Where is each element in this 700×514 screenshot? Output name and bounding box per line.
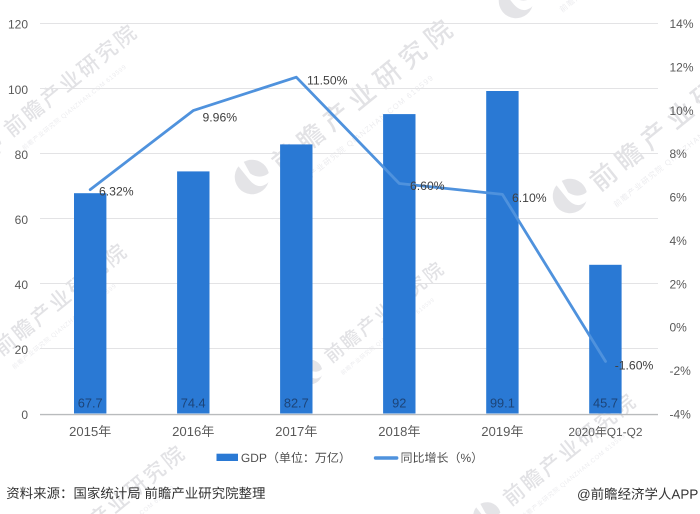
svg-text:12%: 12% [670, 60, 694, 74]
svg-text:6.60%: 6.60% [410, 179, 445, 193]
svg-text:-1.60%: -1.60% [615, 359, 654, 373]
svg-text:6.10%: 6.10% [512, 191, 547, 205]
svg-text:40: 40 [15, 278, 29, 292]
svg-text:45.7: 45.7 [593, 396, 618, 411]
svg-text:2%: 2% [670, 277, 688, 291]
svg-text:60: 60 [15, 213, 29, 227]
svg-text:4%: 4% [670, 234, 688, 248]
svg-text:6%: 6% [670, 191, 688, 205]
svg-text:20: 20 [15, 343, 29, 357]
svg-text:0: 0 [21, 408, 28, 422]
svg-text:8%: 8% [670, 147, 688, 161]
svg-text:100: 100 [8, 83, 28, 97]
svg-text:11.50%: 11.50% [307, 73, 348, 87]
svg-text:6.32%: 6.32% [99, 184, 134, 198]
svg-text:67.7: 67.7 [78, 396, 103, 411]
svg-text:-4%: -4% [670, 408, 692, 422]
svg-text:10%: 10% [670, 104, 694, 118]
svg-text:80: 80 [15, 148, 29, 162]
svg-text:74.4: 74.4 [181, 396, 206, 411]
svg-text:0%: 0% [670, 321, 688, 335]
svg-text:92: 92 [392, 396, 406, 411]
svg-text:120: 120 [8, 18, 28, 32]
svg-text:9.96%: 9.96% [203, 110, 238, 124]
svg-text:82.7: 82.7 [284, 396, 309, 411]
svg-text:99.1: 99.1 [490, 396, 515, 411]
svg-text:14%: 14% [670, 17, 694, 31]
svg-text:-2%: -2% [670, 364, 692, 378]
